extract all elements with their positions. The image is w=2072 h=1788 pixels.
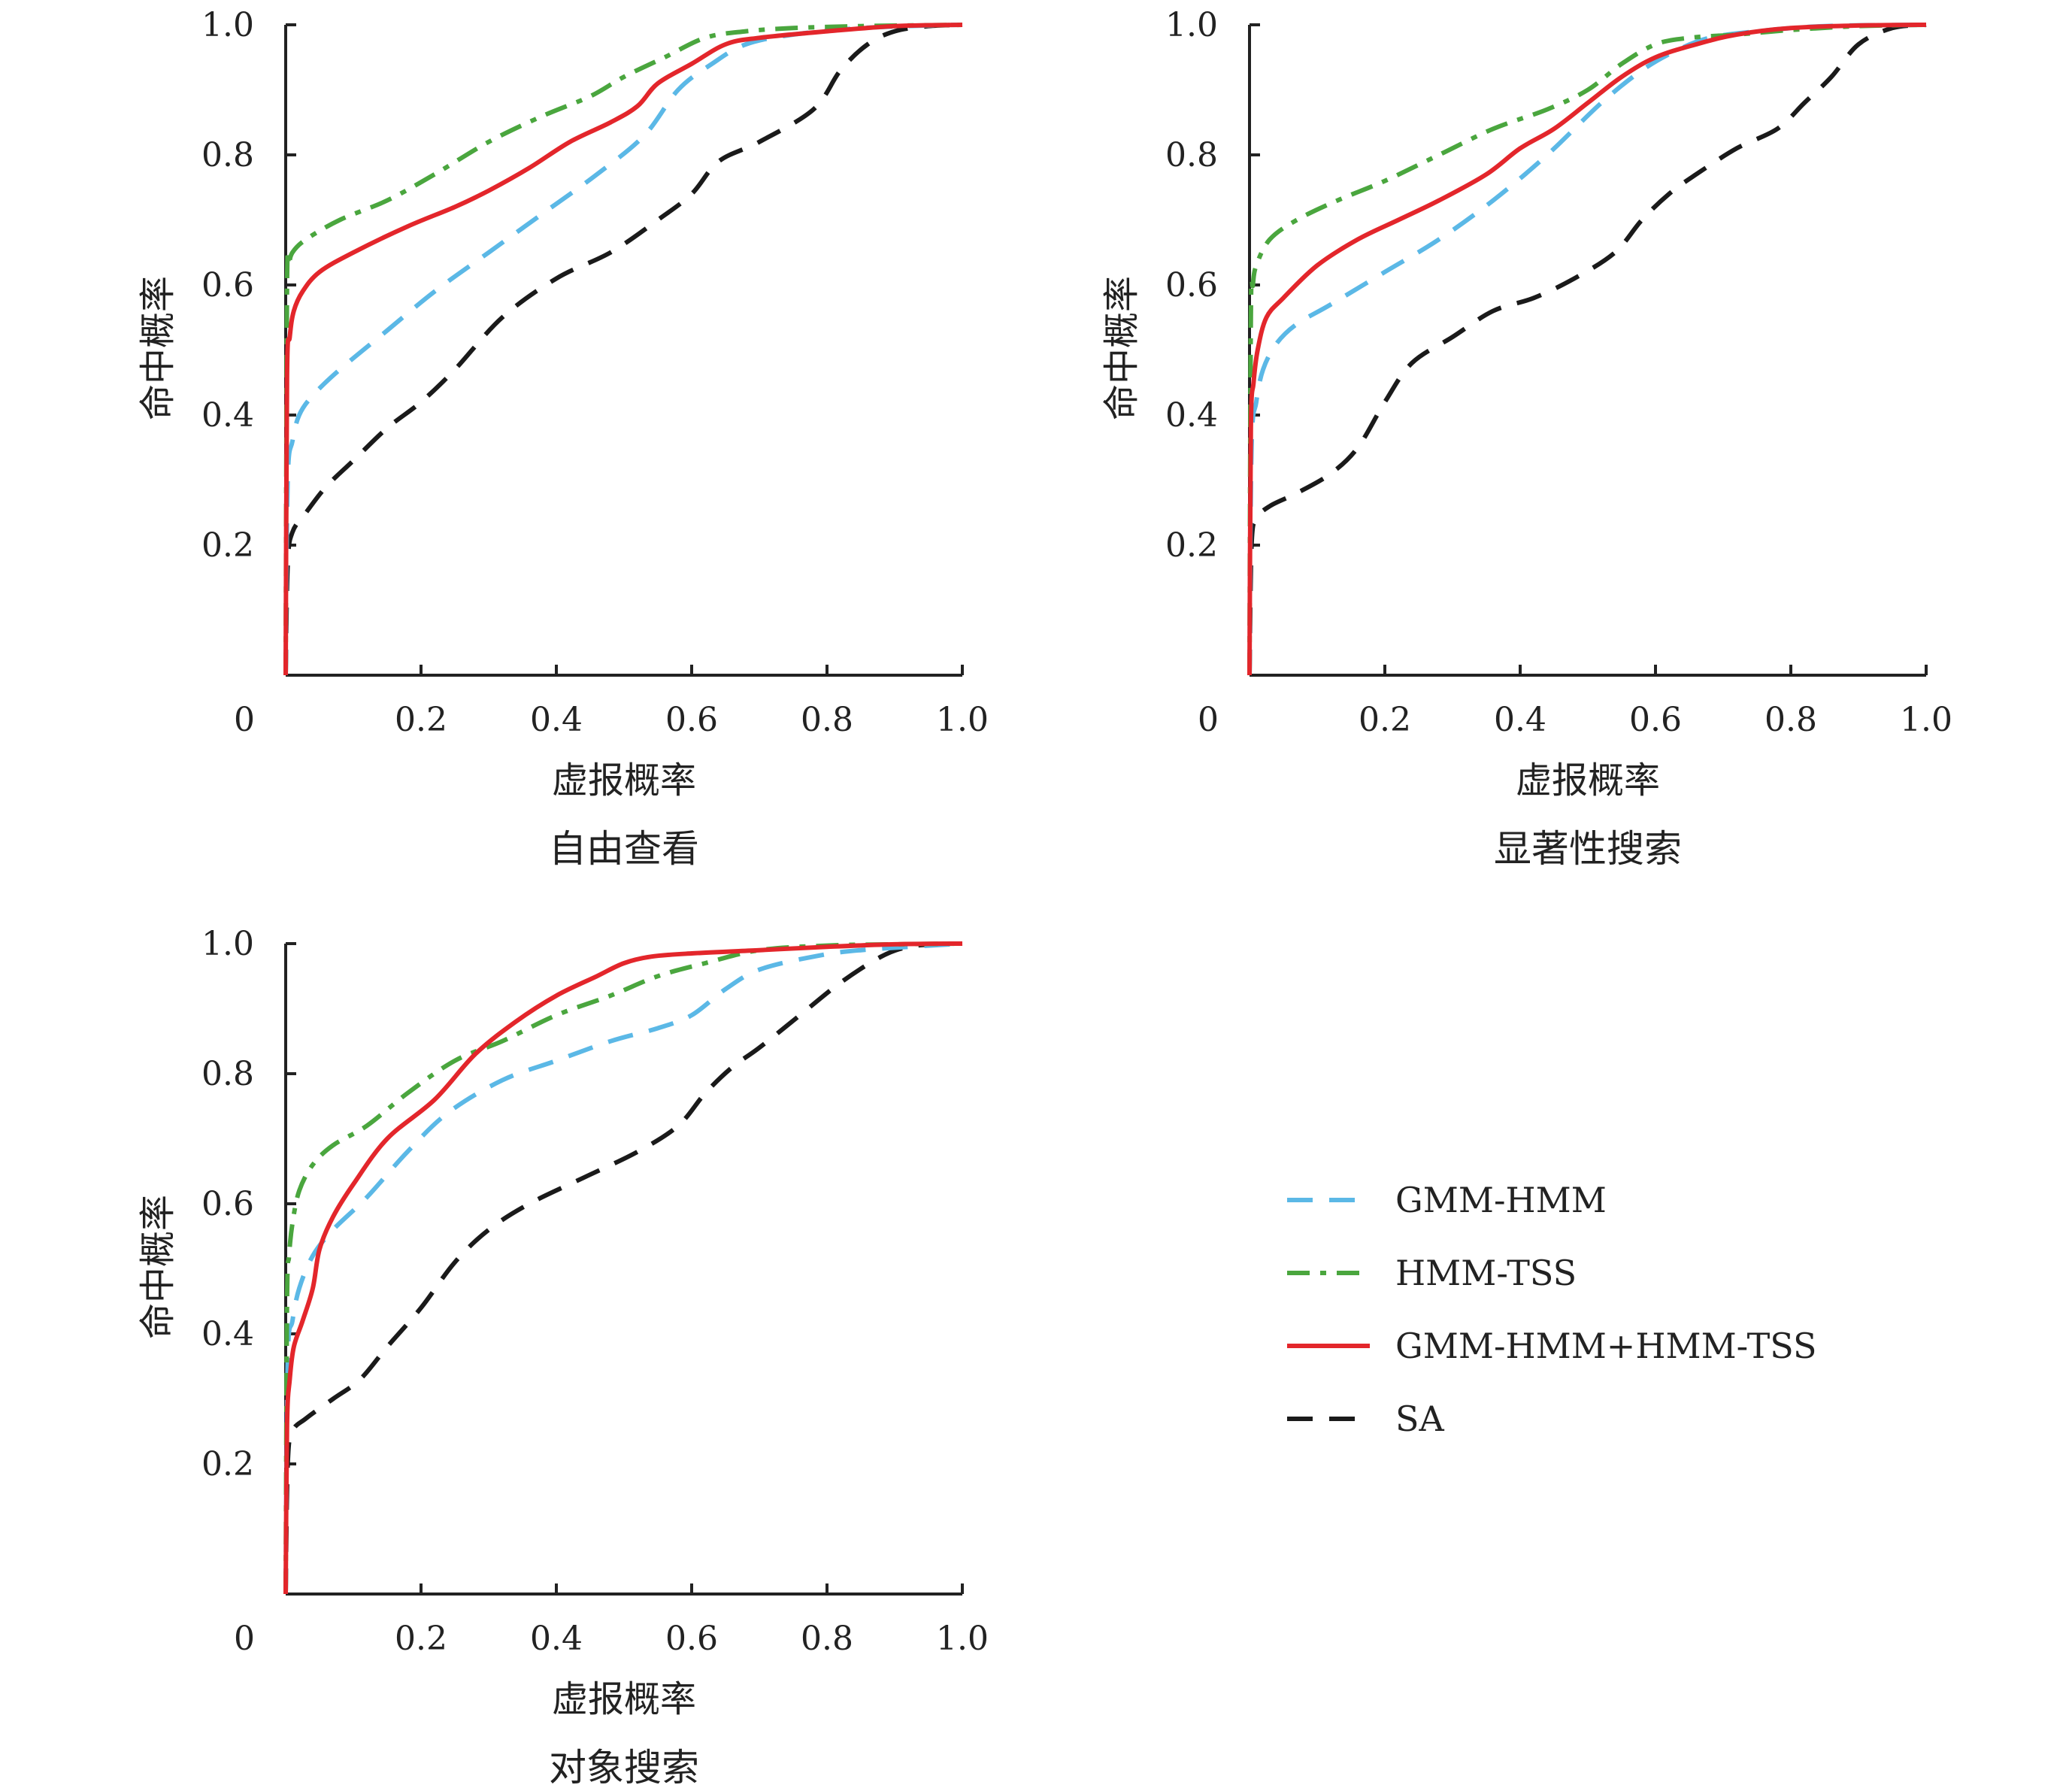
x-axis-title: 虚报概率 [552, 759, 696, 802]
y-tick-label: 1.0 [201, 6, 254, 44]
legend-label: GMM-HMM [1395, 1180, 1607, 1220]
legend-item: GMM-HMM [1287, 1180, 1607, 1220]
x-tick-label: 0.4 [1494, 701, 1546, 739]
x-axis-title: 虚报概率 [552, 1678, 696, 1720]
x-tick-label: 0.4 [530, 701, 583, 739]
legend: GMM-HMM HMM-TSS GMM-HMM+HMM-TSS SA [1287, 1180, 1816, 1439]
series-line-sa [283, 941, 963, 1595]
y-axis-title: 命中概率 [1101, 276, 1143, 420]
legend-label: HMM-TSS [1395, 1253, 1577, 1293]
x-tick-label: 1.0 [936, 1620, 989, 1658]
chart-panel-2: 0 0.2 0.4 0.6 0.8 1.0 0.2 0.4 0.6 0.8 1.0 虚报概率 命中概率显… [1101, 6, 1952, 871]
x-tick-label: 0.8 [801, 1620, 853, 1658]
y-tick-label: 0.6 [201, 266, 254, 305]
series-line-hmm-tss [283, 23, 963, 676]
x-tick-label: 0.6 [665, 701, 718, 739]
x-origin-label: 0 [1198, 701, 1219, 739]
chart-panels: 0 0.2 0.4 0.6 0.8 1.00.20.40.60.81.0虚报概率命中概率自… [137, 6, 1952, 1788]
legend-label: SA [1395, 1399, 1445, 1439]
y-tick-label: 1.0 [201, 925, 254, 963]
x-tick-label: 1.0 [1900, 701, 1952, 739]
x-axis-title: 虚报概率 [1516, 759, 1660, 802]
y-tick-label: 0.6 [1165, 266, 1218, 305]
x-tick-label: 0.2 [395, 701, 447, 739]
legend-label: GMM-HMM+HMM-TSS [1395, 1326, 1816, 1366]
x-tick-label: 0.8 [1765, 701, 1817, 739]
x-tick-label: 0.6 [665, 1620, 718, 1658]
x-origin-label: 0 [234, 1620, 255, 1658]
x-tick-label: 0.6 [1629, 701, 1682, 739]
y-tick-label: 0.4 [1165, 396, 1218, 435]
y-tick-label: 0.8 [201, 1055, 254, 1093]
x-tick-label: 1.0 [936, 701, 989, 739]
panel-title: 对象搜索 [549, 1746, 699, 1788]
y-tick-label: 0.4 [201, 396, 254, 435]
y-tick-label: 0.8 [1165, 136, 1218, 174]
y-tick-label: 0.2 [201, 526, 254, 565]
y-axis-title: 命中概率 [137, 276, 179, 420]
x-tick-label: 0.2 [1359, 701, 1411, 739]
chart-panel-3: 0 0.2 0.4 0.6 0.8 1.0 0.2 0.4 0.6 0.8 1.0 虚报概率 命中概率对… [137, 925, 989, 1788]
series-line-hmm-tss [283, 941, 963, 1595]
x-tick-label: 0.8 [801, 701, 853, 739]
series-line-gmm-hmm [283, 941, 963, 1595]
series-line-hmm-tss [1247, 23, 1927, 676]
series-line-gmm-hmm-hmm-tss [283, 941, 963, 1595]
y-tick-label: 0.2 [1165, 526, 1218, 565]
x-tick-label: 0.2 [395, 1620, 447, 1658]
y-tick-label: 0.4 [201, 1315, 254, 1353]
series-line-gmm-hmm [283, 23, 963, 676]
legend-item: SA [1287, 1399, 1445, 1439]
x-tick-label: 0.4 [530, 1620, 583, 1658]
panel-title: 显著性搜索 [1494, 827, 1682, 871]
series-line-sa [1247, 23, 1927, 676]
legend-item: GMM-HMM+HMM-TSS [1287, 1326, 1816, 1366]
legend-item: HMM-TSS [1287, 1253, 1577, 1293]
series-line-gmm-hmm [1247, 23, 1927, 676]
series-line-gmm-hmm-hmm-tss [283, 23, 963, 676]
x-origin-label: 0 [234, 701, 255, 739]
y-tick-label: 0.6 [201, 1185, 254, 1223]
y-axis-title: 命中概率 [137, 1195, 179, 1339]
series-line-sa [283, 23, 963, 676]
chart-panel-1: 0 0.2 0.4 0.6 0.8 1.0 0.2 0.4 0.6 0.8 1.0 虚报概率 命中概率自… [137, 6, 989, 871]
y-tick-label: 0.2 [201, 1445, 254, 1483]
series-line-gmm-hmm-hmm-tss [1247, 23, 1927, 676]
y-tick-label: 0.8 [201, 136, 254, 174]
panel-title: 自由查看 [549, 827, 699, 871]
y-tick-label: 1.0 [1165, 6, 1218, 44]
